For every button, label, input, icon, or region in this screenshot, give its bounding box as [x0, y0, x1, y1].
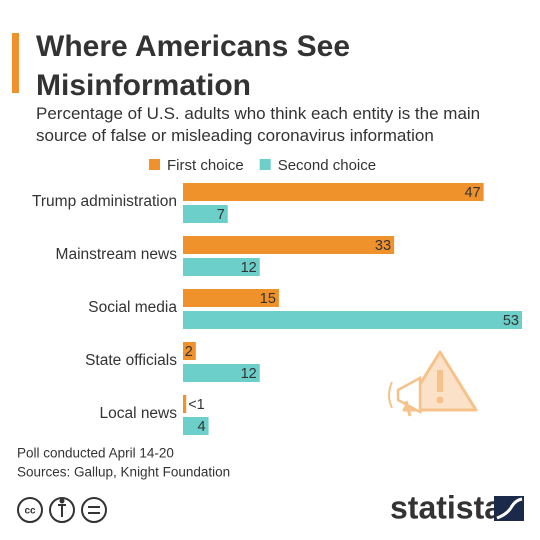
value-label: 15: [260, 291, 276, 307]
value-label: <1: [188, 397, 205, 413]
value-label: 2: [185, 344, 193, 360]
bar: [183, 205, 228, 223]
legend-swatch: [259, 159, 271, 170]
category-label: Local news: [99, 405, 177, 422]
bar: [183, 364, 260, 382]
category-label: Mainstream news: [56, 246, 178, 263]
value-label: 4: [198, 419, 206, 435]
accent-bar: [12, 33, 19, 93]
category-label: Trump administration: [32, 193, 177, 210]
value-label: 12: [241, 366, 257, 382]
bar: [183, 236, 395, 254]
bar: [183, 289, 279, 307]
bar: [183, 258, 260, 276]
legend-swatch: [149, 159, 160, 170]
footnote: Poll conducted April 14-20: [17, 446, 174, 461]
value-label: 33: [375, 238, 391, 254]
value-label: 53: [503, 313, 519, 329]
license-icons: [17, 497, 107, 523]
bar: [183, 311, 522, 329]
cc-text: cc: [24, 506, 36, 517]
chart-title: Where Americans See Misinformation: [36, 30, 350, 102]
value-label: 7: [217, 207, 225, 223]
chart-subtitle: Percentage of U.S. adults who think each…: [36, 104, 480, 145]
legend-label: First choice: [167, 157, 244, 174]
value-label: 47: [464, 185, 480, 201]
value-label: 12: [241, 260, 257, 276]
footnote: Sources: Gallup, Knight Foundation: [17, 465, 230, 480]
category-label: State officials: [85, 352, 177, 369]
bar: [183, 395, 187, 413]
bar: [183, 183, 484, 201]
legend-label: Second choice: [278, 157, 376, 174]
brand-logo: statista: [390, 489, 502, 525]
brand-mark-wave: [496, 497, 523, 520]
warning-icon: [388, 350, 478, 417]
bar: [183, 342, 196, 360]
bar: [183, 417, 209, 435]
category-label: Social media: [88, 299, 177, 316]
